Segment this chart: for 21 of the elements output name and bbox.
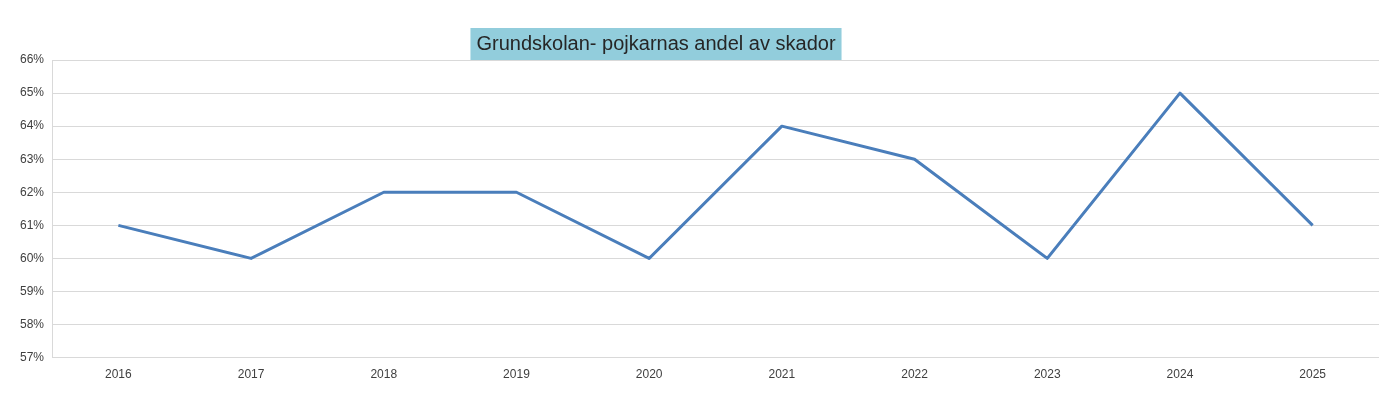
y-tick-label: 61% (19, 217, 45, 232)
y-tick-label: 65% (19, 85, 45, 100)
x-tick-label: 2022 (901, 367, 929, 382)
y-tick-label: 57% (19, 349, 45, 364)
y-tick-label: 66% (19, 52, 45, 67)
y-tick-label: 60% (19, 250, 45, 265)
x-tick-label: 2021 (768, 367, 796, 382)
x-tick-label: 2018 (370, 367, 398, 382)
x-tick-label: 2019 (503, 367, 531, 382)
y-tick-label: 63% (19, 151, 45, 166)
x-tick-label: 2023 (1033, 367, 1061, 382)
x-tick-label: 2024 (1166, 367, 1194, 382)
x-tick-label: 2025 (1299, 367, 1327, 382)
y-tick-label: 64% (19, 118, 45, 133)
y-tick-label: 58% (19, 316, 45, 331)
chart-title: Grundskolan- pojkarnas andel av skador (476, 31, 836, 54)
x-tick-label: 2016 (105, 367, 133, 382)
y-tick-label: 62% (19, 184, 45, 199)
y-tick-label: 59% (19, 283, 45, 298)
x-tick-label: 2020 (635, 367, 663, 382)
x-tick-label: 2017 (237, 367, 265, 382)
